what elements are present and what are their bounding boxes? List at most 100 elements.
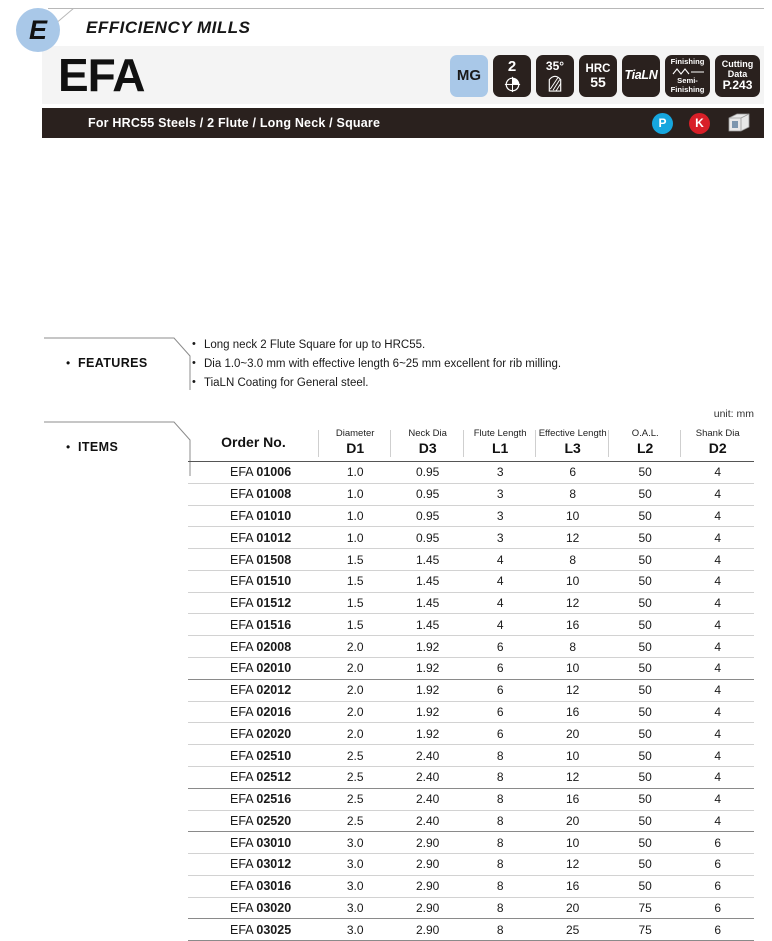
cell-neck-dia: 1.92 <box>391 635 464 659</box>
table-row[interactable]: EFA 03010 3.0 2.90 8 10 50 6 <box>188 831 754 855</box>
order-code: 02020 <box>256 726 292 741</box>
cell-shank-dia: 4 <box>681 483 754 506</box>
badge-helix-angle-label: 35° <box>545 59 565 74</box>
cell-oal: 50 <box>608 853 682 876</box>
order-prefix: EFA <box>230 508 257 523</box>
order-prefix: EFA <box>230 879 257 894</box>
table-row[interactable]: EFA 01006 1.0 0.95 3 6 50 4 <box>188 461 754 484</box>
tool-diagram: L2 L3 L1 D1 D2 D3 <box>0 150 772 445</box>
cell-shank-dia: 6 <box>681 918 754 941</box>
cell-oal: 50 <box>608 810 682 833</box>
features-list: Long neck 2 Flute Square for up to HRC55… <box>192 335 561 393</box>
cell-oal: 50 <box>608 831 682 855</box>
cell-oal: 50 <box>608 592 682 615</box>
feature-item-1: Long neck 2 Flute Square for up to HRC55… <box>192 335 561 355</box>
cell-order-no: EFA 02520 <box>188 810 319 833</box>
table-row[interactable]: EFA 03025 3.0 2.90 8 25 75 6 <box>188 918 754 941</box>
badge-helix-angle: 35° <box>536 55 574 97</box>
order-prefix: EFA <box>230 661 257 676</box>
cell-order-no: EFA 01006 <box>188 461 319 484</box>
cell-shank-dia: 6 <box>681 831 754 855</box>
cell-shank-dia: 4 <box>681 657 754 680</box>
column-header-oal-top: O.A.L. <box>631 428 659 439</box>
cell-effective-length: 8 <box>536 548 609 571</box>
cell-neck-dia: 2.40 <box>391 744 464 767</box>
cell-shank-dia: 6 <box>681 875 754 898</box>
cell-order-no: EFA 02016 <box>188 701 319 724</box>
cell-order-no: EFA 01516 <box>188 613 319 637</box>
cell-effective-length: 12 <box>536 853 609 876</box>
order-prefix: EFA <box>230 596 257 611</box>
table-row[interactable]: EFA 01008 1.0 0.95 3 8 50 4 <box>188 483 754 506</box>
items-label-bracket: • ITEMS <box>44 418 194 476</box>
cell-shank-dia: 4 <box>681 679 754 702</box>
header-subtitle: For HRC55 Steels / 2 Flute / Long Neck /… <box>88 116 381 130</box>
cell-neck-dia: 0.95 <box>391 505 464 528</box>
table-row[interactable]: EFA 02008 2.0 1.92 6 8 50 4 <box>188 635 754 659</box>
column-header-order-no-text: Order No. <box>221 433 286 450</box>
cell-oal: 50 <box>608 570 682 593</box>
cell-flute-length: 3 <box>463 505 537 528</box>
cell-effective-length: 12 <box>536 766 609 789</box>
table-row[interactable]: EFA 02520 2.5 2.40 8 20 50 4 <box>188 810 754 833</box>
table-row[interactable]: EFA 01516 1.5 1.45 4 16 50 4 <box>188 613 754 637</box>
cell-flute-length: 8 <box>463 853 537 876</box>
badge-cutting-data-line2: Data <box>727 68 748 79</box>
order-prefix: EFA <box>230 901 257 916</box>
cell-shank-dia: 6 <box>681 853 754 876</box>
cell-effective-length: 16 <box>536 613 609 637</box>
cell-order-no: EFA 03016 <box>188 875 319 898</box>
column-header-effective-length-top: Effective Length <box>538 428 607 439</box>
table-row[interactable]: EFA 01508 1.5 1.45 4 8 50 4 <box>188 548 754 571</box>
cell-flute-length: 8 <box>463 744 537 767</box>
cell-oal: 50 <box>608 548 682 571</box>
cell-neck-dia: 2.90 <box>391 831 464 855</box>
cell-shank-dia: 4 <box>681 570 754 593</box>
table-row[interactable]: EFA 03012 3.0 2.90 8 12 50 6 <box>188 853 754 876</box>
cell-order-no: EFA 01510 <box>188 570 319 593</box>
column-header-shank-dia-top: Shank Dia <box>695 428 740 439</box>
order-code: 01510 <box>256 574 292 589</box>
cell-flute-length: 3 <box>463 526 537 550</box>
cell-flute-length: 4 <box>463 548 537 571</box>
cell-order-no: EFA 02512 <box>188 766 319 789</box>
cell-order-no: EFA 01012 <box>188 526 319 550</box>
table-row[interactable]: EFA 02016 2.0 1.92 6 16 50 4 <box>188 701 754 724</box>
table-row[interactable]: EFA 01012 1.0 0.95 3 12 50 4 <box>188 526 754 550</box>
material-p-label: P <box>658 116 667 130</box>
badge-finishing-bottom-1: Semi- <box>677 76 698 86</box>
table-row[interactable]: EFA 02512 2.5 2.40 8 12 50 4 <box>188 766 754 789</box>
table-row[interactable]: EFA 01510 1.5 1.45 4 10 50 4 <box>188 570 754 593</box>
table-row[interactable]: EFA 02510 2.5 2.40 8 10 50 4 <box>188 744 754 767</box>
cell-diameter: 2.0 <box>318 722 392 746</box>
cell-flute-length: 6 <box>463 635 537 659</box>
cell-flute-length: 3 <box>463 461 537 484</box>
badge-finishing-bottom-2: Finishing <box>670 85 705 95</box>
workpiece-box-icon <box>728 113 750 132</box>
cell-diameter: 2.5 <box>318 788 392 811</box>
table-header-row: Order No. Diameter D1 Neck Dia D3 Flute … <box>188 424 754 462</box>
cell-neck-dia: 1.45 <box>391 548 464 571</box>
order-prefix: EFA <box>230 574 257 589</box>
badge-cutting-data[interactable]: Cutting Data P.243 <box>715 55 760 97</box>
order-prefix: EFA <box>230 530 257 545</box>
table-row[interactable]: EFA 01512 1.5 1.45 4 12 50 4 <box>188 592 754 615</box>
table-row[interactable]: EFA 02516 2.5 2.40 8 16 50 4 <box>188 788 754 811</box>
model-name: EFA <box>58 49 145 101</box>
column-header-flute-length: Flute Length L1 <box>463 424 537 462</box>
table-row[interactable]: EFA 02010 2.0 1.92 6 10 50 4 <box>188 657 754 680</box>
order-code: 02510 <box>256 748 292 763</box>
table-row[interactable]: EFA 02012 2.0 1.92 6 12 50 4 <box>188 679 754 702</box>
cell-neck-dia: 1.92 <box>391 722 464 746</box>
table-row[interactable]: EFA 03020 3.0 2.90 8 20 75 6 <box>188 897 754 920</box>
column-header-effective-length-symbol: L3 <box>564 440 581 456</box>
table-body: EFA 01006 1.0 0.95 3 6 50 4 EFA 01008 1.0 0.95 3 8 5… <box>188 461 754 941</box>
table-row[interactable]: EFA 03016 3.0 2.90 8 16 50 6 <box>188 875 754 898</box>
table-row[interactable]: EFA 01010 1.0 0.95 3 10 50 4 <box>188 505 754 528</box>
cell-diameter: 1.0 <box>318 526 392 550</box>
cell-oal: 50 <box>608 526 682 550</box>
table-row[interactable]: EFA 02020 2.0 1.92 6 20 50 4 <box>188 722 754 746</box>
cell-neck-dia: 2.90 <box>391 853 464 876</box>
column-header-diameter-symbol: D1 <box>346 440 365 456</box>
header-separator <box>535 430 537 457</box>
